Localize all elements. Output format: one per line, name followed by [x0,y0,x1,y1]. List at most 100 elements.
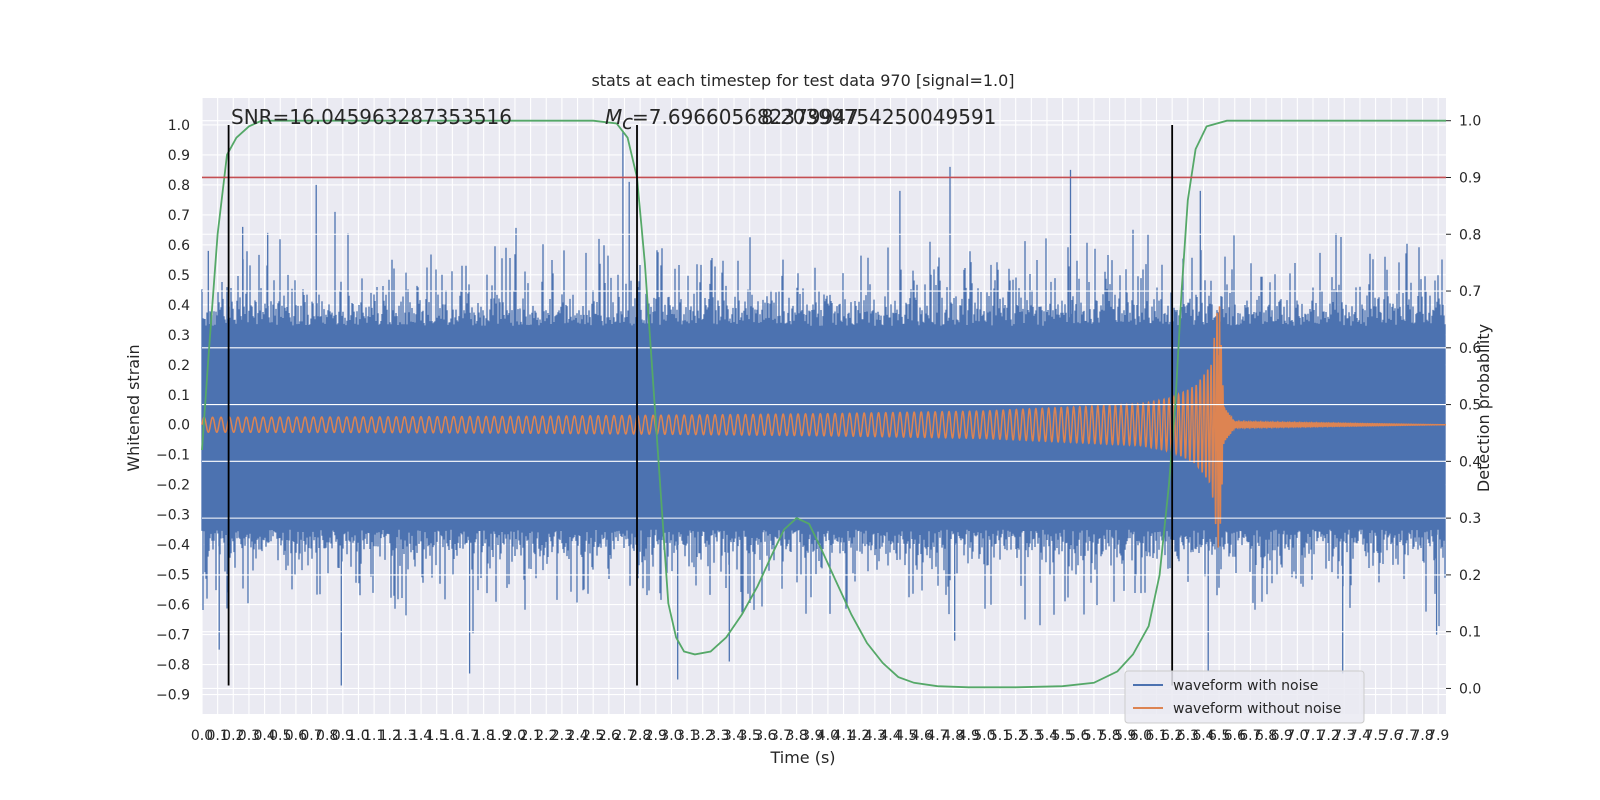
x-tick-label: 0.5 [269,728,291,744]
y2-axis-label: Detection probability [1474,324,1493,492]
x-tick-label: 3.4 [723,728,745,744]
x-tick-label: 1.1 [363,728,385,744]
x-tick-label: 3.9 [801,728,823,744]
x-tick-label: 4.2 [848,728,870,744]
y-tick-label: −0.7 [156,628,190,644]
y-tick-label: 0.3 [168,328,190,344]
x-tick-label: 2.2 [535,728,557,744]
x-tick-label: 1.9 [488,728,510,744]
x-tick-label: 6.8 [1255,728,1277,744]
x-tick-label: 2.7 [613,728,635,744]
x-tick-label: 5.4 [1036,728,1058,744]
legend-box [1124,670,1365,724]
y2-tick-label: 1.0 [1459,114,1481,130]
y-tick-label: 0.5 [168,268,190,284]
y2-tick-label: 0.1 [1459,625,1481,641]
y-tick-label: −0.2 [156,478,190,494]
x-tick-label: 2.5 [582,728,604,744]
x-tick-label: 3.8 [785,728,807,744]
x-tick-label: 5.9 [1114,728,1136,744]
y-tick-label: 0.1 [168,388,190,404]
y-axis-label: Whitened strain [124,344,143,471]
x-tick-label: 4.1 [832,728,854,744]
x-tick-label: 6.3 [1177,728,1199,744]
x-tick-label: 5.5 [1051,728,1073,744]
x-tick-label: 2.9 [645,728,667,744]
x-tick-label: 1.4 [410,728,432,744]
x-tick-label: 0.6 [285,728,307,744]
x-tick-label: 2.6 [598,728,620,744]
clean-waveform-path [201,306,1446,548]
x-tick-label: 2.0 [504,728,526,744]
x-tick-label: 7.3 [1333,728,1355,744]
x-tick-label: 3.3 [707,728,729,744]
x-tick-label: 5.7 [1083,728,1105,744]
x-tick-label: 7.8 [1411,728,1433,744]
x-tick-label: 2.8 [629,728,651,744]
x-tick-label: 0.4 [253,728,275,744]
y2-tick-label: 0.8 [1459,227,1481,243]
x-tick-label: 0.8 [316,728,338,744]
y-tick-label: −0.6 [156,598,190,614]
x-tick-label: 3.2 [692,728,714,744]
x-tick-label: 4.7 [926,728,948,744]
x-tick-label: 7.1 [1302,728,1324,744]
x-tick-label: 4.9 [958,728,980,744]
y2-tick-label: 0.6 [1459,341,1481,357]
x-tick-label: 6.6 [1224,728,1246,744]
x-tick-label: 7.9 [1427,728,1449,744]
x-tick-label: 2.3 [551,728,573,744]
y2-tick-label: 0.4 [1459,454,1481,470]
x-tick-label: 5.8 [1098,728,1120,744]
x-tick-label: 7.2 [1318,728,1340,744]
x-tick-label: 1.5 [426,728,448,744]
x-tick-label: 0.2 [222,728,244,744]
x-tick-label: 6.0 [1130,728,1152,744]
mc-symbol: M [605,105,622,129]
legend-label-clean: waveform without noise [1173,701,1341,717]
x-tick-label: 4.4 [879,728,901,744]
x-tick-label: 3.6 [754,728,776,744]
x-tick-label: 3.0 [660,728,682,744]
axis-ticks: 0.00.10.20.30.40.50.60.70.80.91.01.11.21… [156,114,1481,744]
y-tick-label: −0.5 [156,568,190,584]
y-tick-label: 0.0 [168,418,190,434]
legend-label-noise: waveform with noise [1173,678,1318,694]
series-waveform-without-noise [201,306,1446,548]
x-tick-label: 6.9 [1271,728,1293,744]
x-tick-label: 5.6 [1067,728,1089,744]
y2-tick-label: 0.5 [1459,398,1481,414]
x-tick-label: 7.7 [1396,728,1418,744]
x-tick-label: 1.0 [347,728,369,744]
y-tick-label: 0.9 [168,148,190,164]
y-tick-label: −0.1 [156,448,190,464]
x-tick-label: 1.2 [379,728,401,744]
y-tick-label: 0.2 [168,358,190,374]
x-tick-label: 1.8 [473,728,495,744]
x-tick-label: 4.3 [864,728,886,744]
x-tick-label: 4.8 [942,728,964,744]
x-tick-label: 5.2 [1005,728,1027,744]
snr-annotation: SNR=16.045963287353516 [231,105,512,129]
y-tick-label: −0.4 [156,538,190,554]
x-tick-label: 5.1 [989,728,1011,744]
x-tick-label: 1.7 [457,728,479,744]
x-tick-label: 7.6 [1380,728,1402,744]
x-tick-label: 3.1 [676,728,698,744]
mc-subscript: c [622,110,633,134]
y2-tick-label: 0.0 [1459,681,1481,697]
x-tick-label: 6.4 [1192,728,1214,744]
x-tick-label: 7.0 [1286,728,1308,744]
x-tick-label: 3.5 [739,728,761,744]
mc-value: =7.696605682379947 [632,105,859,129]
x-tick-label: 6.2 [1161,728,1183,744]
y-tick-label: 1.0 [168,118,190,134]
y-tick-label: 0.6 [168,238,190,254]
y-tick-label: −0.3 [156,508,190,524]
x-tick-label: 3.7 [770,728,792,744]
vertical-markers [227,124,1174,686]
x-tick-label: 4.6 [911,728,933,744]
x-tick-label: 1.3 [394,728,416,744]
probability-path [201,119,1446,689]
x-tick-label: 4.5 [895,728,917,744]
